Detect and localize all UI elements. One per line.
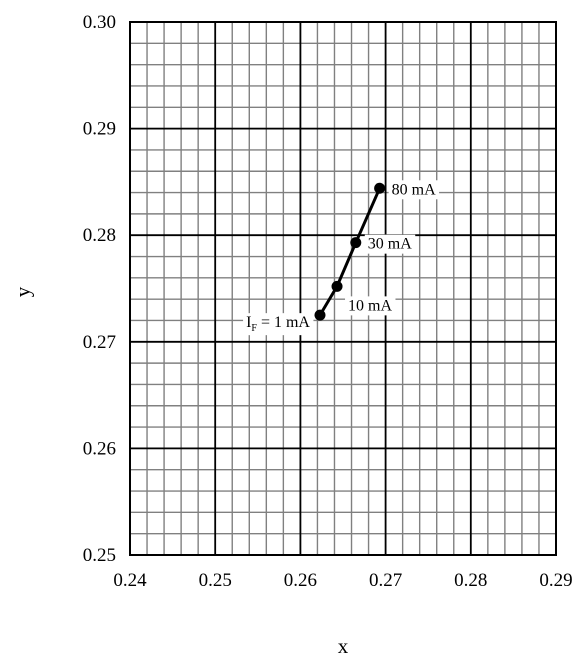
x-tick-label: 0.28: [454, 570, 487, 591]
y-axis-title: y: [10, 286, 34, 297]
y-tick-label: 0.27: [83, 332, 116, 353]
annotation-label-background: [388, 180, 440, 200]
point-annotation-label: IF = 1 mA: [246, 314, 310, 334]
data-point: [350, 237, 362, 249]
y-tick-label: 0.28: [83, 225, 116, 246]
minor-grid: [130, 22, 556, 555]
y-tick-label: 0.26: [83, 438, 116, 459]
annotation-label-background: [243, 313, 314, 336]
x-tick-label: 0.27: [369, 570, 402, 591]
series-line: [318, 187, 382, 316]
y-tick-label: 0.30: [83, 12, 116, 33]
x-tick-label: 0.26: [284, 570, 317, 591]
x-tick-label: 0.25: [199, 570, 232, 591]
annotation-label-background: [364, 234, 416, 254]
data-point: [331, 280, 343, 292]
x-tick-label: 0.29: [539, 570, 572, 591]
data-point: [314, 309, 326, 321]
annotation-label-background: [345, 296, 396, 316]
y-tick-label: 0.25: [83, 545, 116, 566]
plot-area-border: [129, 21, 557, 556]
y-tick-label: 0.29: [83, 119, 116, 140]
x-axis-tick-labels: 0.24 0.25 0.26 0.27 0.28 0.29: [113, 570, 572, 591]
data-points: [314, 182, 386, 321]
point-annotation-label: 80 mA: [392, 181, 436, 198]
point-annotation-label: 10 mA: [348, 297, 392, 314]
x-axis-title: x: [338, 634, 349, 658]
point-annotation-label: 30 mA: [368, 236, 412, 253]
point-annotations: IF = 1 mA 10 mA 30 mA 80 mA: [243, 180, 440, 336]
x-tick-label: 0.24: [113, 570, 147, 591]
data-point: [374, 182, 386, 194]
y-axis-tick-labels: 0.25 0.26 0.27 0.28 0.29 0.30: [83, 12, 116, 566]
major-grid: [129, 21, 557, 556]
